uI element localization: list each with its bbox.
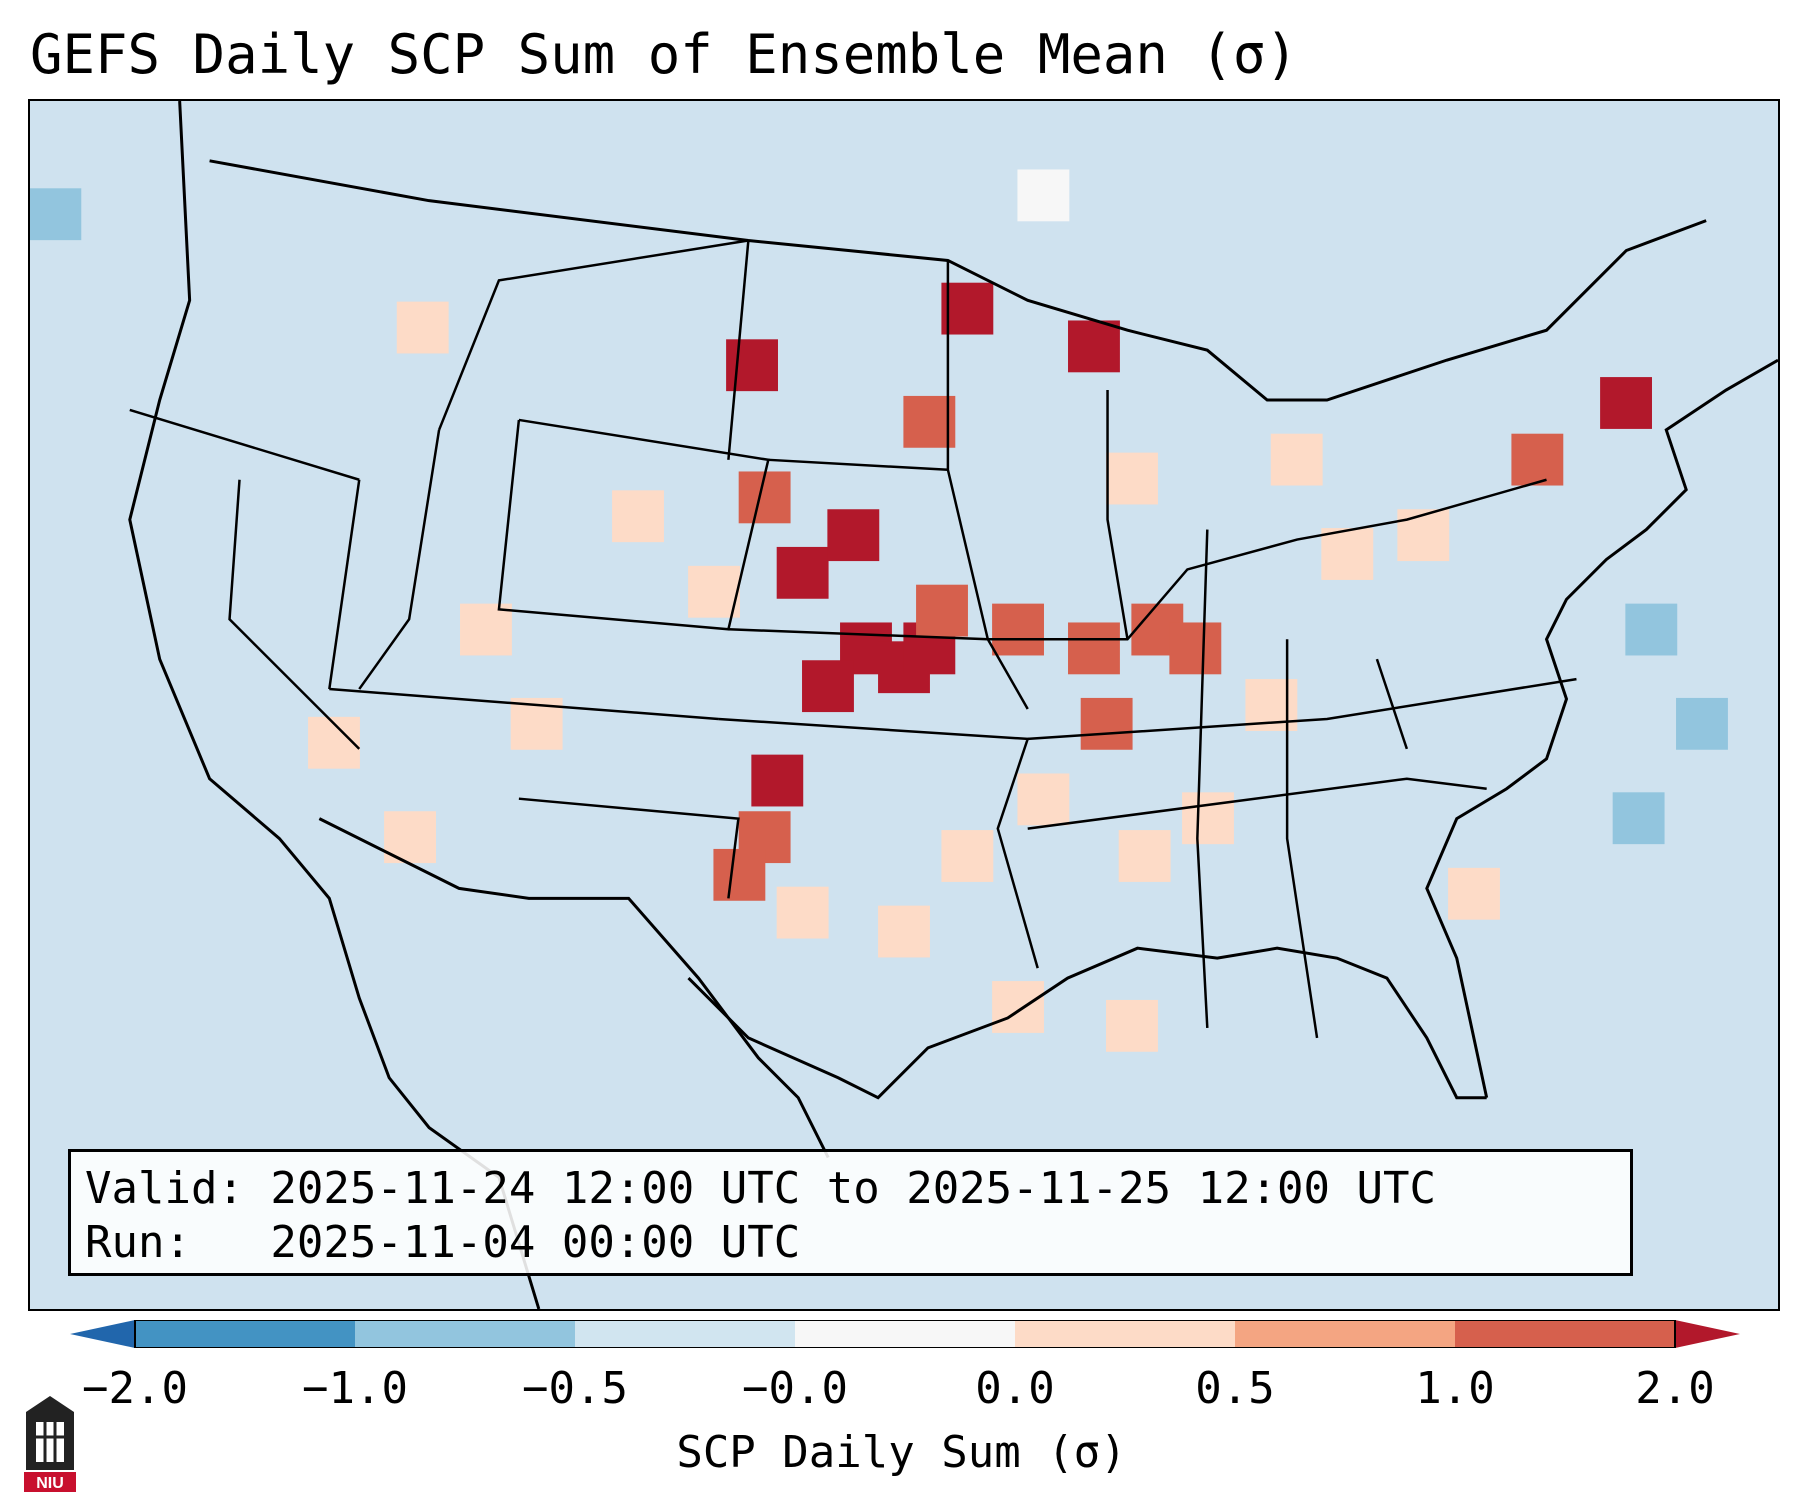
anomaly-cell <box>751 754 804 807</box>
svg-text:NIU: NIU <box>36 1475 64 1492</box>
state-borders <box>129 239 1577 1039</box>
colorbar-tick-label: 0.0 <box>975 1363 1055 1414</box>
anomaly-cell <box>776 546 829 599</box>
anomaly-cell <box>1106 452 1158 505</box>
anomaly-cell <box>1068 622 1120 675</box>
mexico-border <box>318 817 830 1159</box>
validity-box: Valid: 2025-11-24 12:00 UTC to 2025-11-2… <box>68 1149 1633 1276</box>
anomaly-cell <box>1600 377 1652 429</box>
colorbar-bin <box>135 1320 356 1348</box>
colorbar-over-arrow <box>1675 1320 1740 1348</box>
anomaly-cell <box>612 490 664 543</box>
colorbar-tick-label: −0.0 <box>742 1363 848 1414</box>
anomaly-cell <box>916 584 968 637</box>
anomaly-cells <box>30 169 1728 1052</box>
university-logo: NIU <box>24 1396 76 1492</box>
colorbar-bin <box>1235 1320 1456 1348</box>
anomaly-cell <box>1397 509 1450 562</box>
anomaly-cell <box>941 830 994 882</box>
anomaly-cell <box>1017 773 1070 826</box>
colorbar-tick-label: 1.0 <box>1415 1363 1495 1414</box>
anomaly-cell <box>396 301 449 354</box>
anomaly-cell <box>308 716 360 769</box>
anomaly-cell <box>1080 697 1133 750</box>
colorbar-bin <box>795 1320 1016 1348</box>
atlantic-coast <box>1425 358 1778 1099</box>
coastline <box>128 101 541 1309</box>
anomaly-cell <box>776 886 829 939</box>
map-panel: Valid: 2025-11-24 12:00 UTC to 2025-11-2… <box>28 99 1780 1311</box>
gulf-coast <box>687 946 1487 1100</box>
anomaly-cell <box>802 660 854 713</box>
canada-border <box>209 159 1707 402</box>
anomaly-cell <box>1068 320 1120 373</box>
anomaly-cell <box>726 339 778 392</box>
colorbar-tick-label: −2.0 <box>82 1363 188 1414</box>
anomaly-cell <box>1612 792 1665 845</box>
valid-time-text: Valid: 2025-11-24 12:00 UTC to 2025-11-2… <box>85 1163 1437 1214</box>
anomaly-cell <box>992 603 1044 656</box>
colorbar-bin <box>575 1320 796 1348</box>
anomaly-cell <box>878 905 930 958</box>
anomaly-cell <box>1625 603 1678 656</box>
anomaly-cell <box>1106 999 1158 1052</box>
anomaly-cell <box>30 188 82 241</box>
colorbar-label: SCP Daily Sum (σ) <box>676 1427 1127 1478</box>
anomaly-cell <box>460 603 512 656</box>
colorbar-tick-label: 2.0 <box>1635 1363 1715 1414</box>
map-canvas <box>30 101 1778 1309</box>
colorbar <box>70 1320 1740 1348</box>
anomaly-cell <box>1118 830 1171 882</box>
anomaly-cell <box>1270 433 1323 486</box>
anomaly-cell <box>688 565 740 618</box>
anomaly-cell <box>713 848 766 901</box>
colorbar-tick-label: −1.0 <box>302 1363 408 1414</box>
anomaly-cell <box>1321 528 1374 580</box>
colorbar-under-arrow <box>70 1320 135 1348</box>
anomaly-cell <box>827 509 880 562</box>
anomaly-cell <box>1017 169 1070 222</box>
anomaly-cell <box>1511 433 1564 486</box>
anomaly-cell <box>1169 622 1222 675</box>
anomaly-cell <box>903 395 956 448</box>
anomaly-cell <box>1182 792 1234 845</box>
colorbar-bin <box>1455 1320 1676 1348</box>
colorbar-tick-label: 0.5 <box>1195 1363 1275 1414</box>
colorbar-bin <box>355 1320 576 1348</box>
anomaly-cell <box>1676 697 1728 750</box>
anomaly-cell <box>992 981 1044 1033</box>
run-time-text: Run: 2025-11-04 00:00 UTC <box>85 1217 801 1268</box>
map-title: GEFS Daily SCP Sum of Ensemble Mean (σ) <box>30 23 1298 86</box>
colorbar-bin <box>1015 1320 1236 1348</box>
anomaly-cell <box>941 282 994 335</box>
anomaly-cell <box>1448 867 1500 920</box>
colorbar-tick-label: −0.5 <box>522 1363 628 1414</box>
